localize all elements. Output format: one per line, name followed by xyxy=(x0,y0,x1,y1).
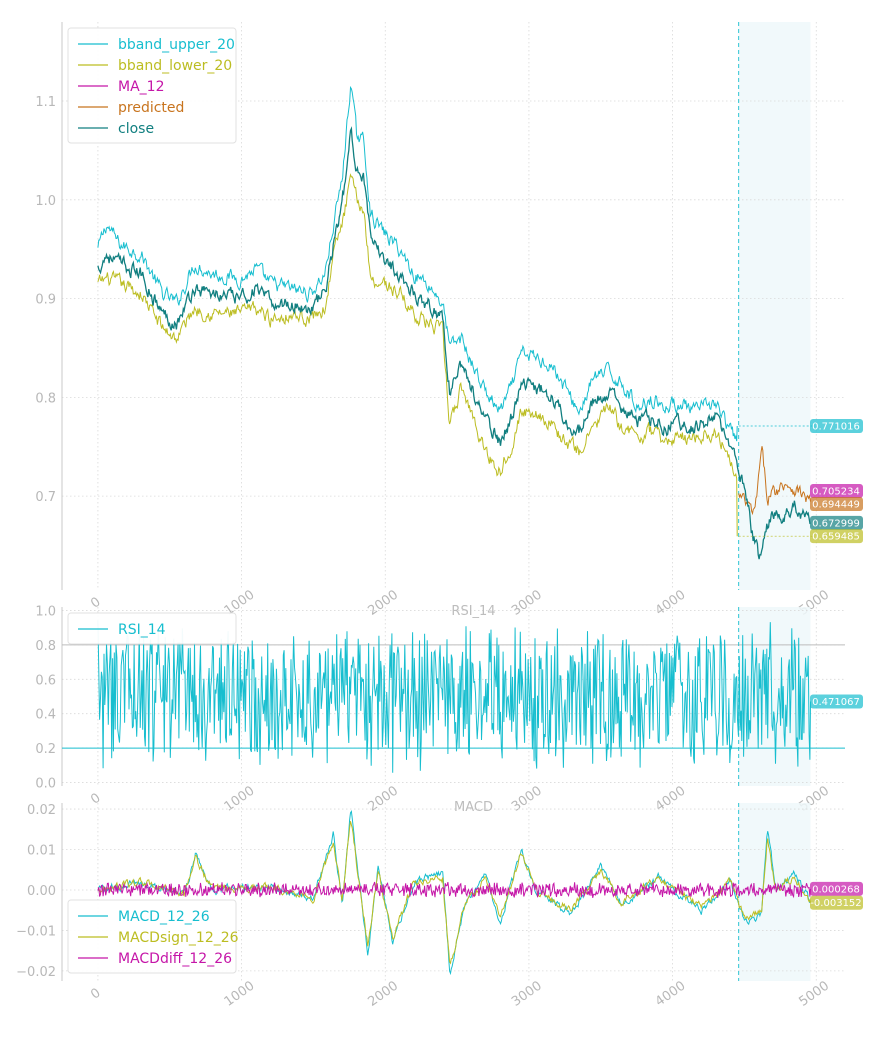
badge-background xyxy=(810,496,863,511)
prediction-region xyxy=(738,22,811,590)
badge-value: 0.694449 xyxy=(812,499,860,510)
end-value-badge-close: 0.672999 xyxy=(810,515,863,530)
badge-background xyxy=(810,483,863,498)
x-tick-label: 5000 xyxy=(796,978,832,1009)
series-line-RSI_14 xyxy=(97,620,811,773)
legend-label-bband_upper_20: bband_upper_20 xyxy=(118,37,235,53)
series-line-bband_upper_20 xyxy=(97,85,738,442)
y-tick-label: 0.0 xyxy=(35,777,56,792)
badge-value: 0.672999 xyxy=(812,518,860,529)
legend-box xyxy=(67,612,237,645)
y-tick-label: 0.8 xyxy=(35,391,56,406)
y-tick-label: 1.0 xyxy=(35,604,56,619)
y-tick-label: 0.01 xyxy=(27,844,56,859)
y-tick-label: 0.4 xyxy=(35,708,56,723)
end-value-badge-RSI_14: 0.471067 xyxy=(810,694,863,709)
badge-value: 0.471067 xyxy=(812,697,860,708)
series-line-predicted xyxy=(738,446,811,516)
badge-value: 0.659485 xyxy=(812,532,860,543)
legend-label-MACDsign_12_26: MACDsign_12_26 xyxy=(118,930,239,946)
series-line-close xyxy=(97,126,811,560)
x-tick-label: 0 xyxy=(88,595,103,612)
legend-label-close: close xyxy=(118,121,154,137)
end-value-badge-bband_lower_20: 0.659485 xyxy=(810,529,863,544)
x-tick-label: 1000 xyxy=(222,783,258,814)
legend-label-MACDdiff_12_26: MACDdiff_12_26 xyxy=(118,951,232,967)
series-line-MACDsign_12_26 xyxy=(97,821,811,965)
badge-background xyxy=(810,694,863,709)
y-tick-label: 0.02 xyxy=(27,803,56,818)
legend-label-bband_lower_20: bband_lower_20 xyxy=(118,58,232,74)
end-value-badge-MACDsign_12_26: -0.003152 xyxy=(810,895,863,910)
x-tick-label: 4000 xyxy=(653,783,689,814)
end-value-badge-MA_12: 0.705234 xyxy=(810,483,863,498)
legend-box xyxy=(67,899,237,974)
badge-background xyxy=(810,881,863,896)
legend-label-RSI_14: RSI_14 xyxy=(118,622,166,638)
panel-2: 0.00.20.40.60.81.00 1000 2000 3000 4000 5000R… xyxy=(35,604,863,815)
x-tick-label: 2000 xyxy=(365,587,401,618)
series-line-MACDdiff_12_26 xyxy=(97,881,811,899)
y-tick-label: 0.8 xyxy=(35,639,56,654)
panel-1: 0.70.80.91.01.10 1000 2000 3000 4000 50000.77… xyxy=(35,22,863,619)
legend-label-MACD_12_26: MACD_12_26 xyxy=(118,909,210,925)
badge-background xyxy=(810,895,863,910)
x-tick-label: 1000 xyxy=(222,978,258,1009)
y-tick-label: 0.6 xyxy=(35,673,56,688)
x-tick-label: 3000 xyxy=(509,978,545,1009)
panel-title: MACD xyxy=(454,800,493,815)
end-value-badge-MACDdiff_12_26: 0.000268 xyxy=(810,881,863,896)
legend: RSI_14 xyxy=(67,612,237,645)
legend: MACD_12_26 MACDsign_12_26 MACDdiff_12_26 xyxy=(67,899,239,974)
x-tick-label: 0 xyxy=(88,986,103,1003)
legend-label-MA_12: MA_12 xyxy=(118,79,164,95)
y-tick-label: 0.7 xyxy=(35,490,56,505)
x-tick-label: 4000 xyxy=(653,978,689,1009)
legend-label-predicted: predicted xyxy=(118,100,184,116)
x-tick-label: 3000 xyxy=(509,783,545,814)
x-tick-label: 3000 xyxy=(509,587,545,618)
y-tick-label: −0.01 xyxy=(16,924,56,939)
x-tick-label: 2000 xyxy=(365,978,401,1009)
badge-background xyxy=(810,529,863,544)
legend: bband_upper_20 bband_lower_20 MA_12predict… xyxy=(67,27,237,144)
end-value-badge-bband_upper_20: 0.771016 xyxy=(810,419,863,434)
panel-title: RSI_14 xyxy=(451,604,495,619)
x-tick-label: 4000 xyxy=(653,587,689,618)
y-tick-label: 0.9 xyxy=(35,293,56,308)
y-tick-label: −0.02 xyxy=(16,965,56,980)
y-tick-label: 0.2 xyxy=(35,742,56,757)
end-value-badge-predicted: 0.694449 xyxy=(810,496,863,511)
y-tick-label: 1.1 xyxy=(35,95,56,110)
y-tick-label: 0.00 xyxy=(27,884,56,899)
panel-3: −0.02 −0.01 0.00 0.01 0.02 0 1000 2000 3000 4000 5… xyxy=(16,800,863,1010)
badge-background xyxy=(810,515,863,530)
series-line-bband_lower_20 xyxy=(97,173,738,537)
badge-value: -0.003152 xyxy=(810,898,861,909)
x-tick-label: 0 xyxy=(88,791,103,808)
badge-value: 0.705234 xyxy=(812,486,860,497)
badge-background xyxy=(810,419,863,434)
badge-value: 0.771016 xyxy=(812,422,860,433)
legend-box xyxy=(67,27,237,144)
badge-value: 0.000268 xyxy=(812,884,860,895)
x-tick-label: 2000 xyxy=(365,783,401,814)
y-tick-label: 1.0 xyxy=(35,194,56,209)
